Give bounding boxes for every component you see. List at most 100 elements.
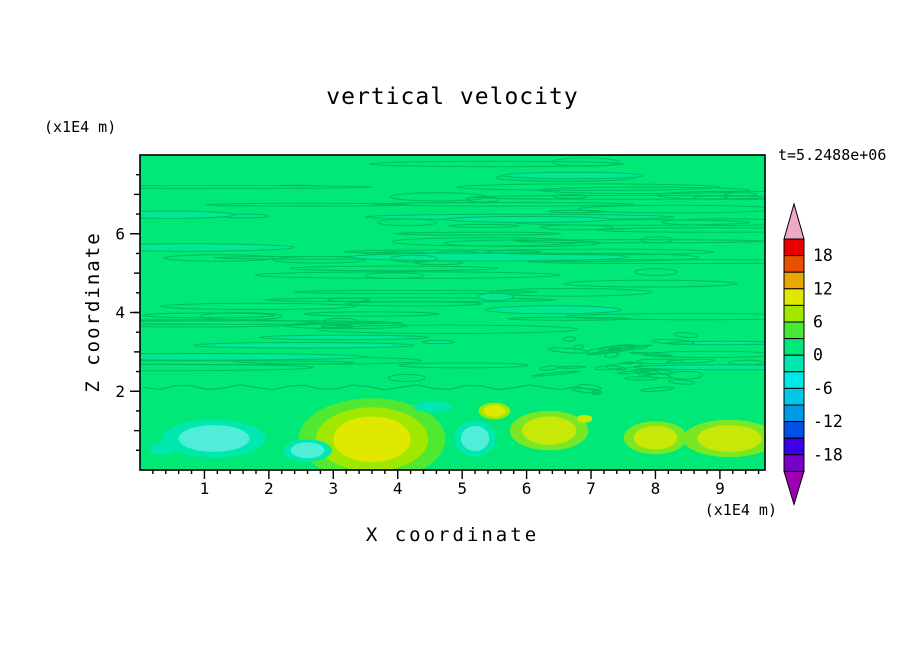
contour-ripple — [651, 338, 695, 345]
contour-streak — [634, 268, 678, 276]
contour-streak — [192, 342, 416, 349]
contour-streak — [140, 353, 368, 361]
contour-streak — [456, 183, 722, 191]
colorbar-label: 12 — [813, 279, 833, 298]
tick-labels: 1 2 3 4 5 6 7 8 9 2 4 6 — [115, 224, 724, 498]
contour-streak — [445, 215, 612, 223]
contour-streak — [159, 302, 357, 310]
contour-feature-min — [178, 425, 250, 452]
contour-streak — [660, 218, 765, 226]
y-tick-label: 6 — [115, 224, 125, 243]
contour-streak — [303, 311, 440, 317]
contour-feature-max — [333, 416, 411, 463]
colorbar-segment — [783, 288, 805, 306]
x-tick-label: 7 — [586, 479, 596, 498]
x-tick-label: 4 — [393, 479, 403, 498]
contour-streak — [485, 305, 623, 315]
contour-streak — [368, 160, 626, 168]
contour-streak — [527, 259, 765, 265]
x-tick-label: 5 — [457, 479, 467, 498]
contour-streak — [344, 301, 483, 307]
contour-ripple — [636, 358, 685, 365]
contour-field — [140, 155, 765, 470]
timestamp-label: t=5.2488e+06 — [778, 146, 887, 164]
contour-feature-max — [576, 414, 593, 423]
x-tick-label: 1 — [200, 479, 210, 498]
contour-streak — [563, 279, 738, 288]
y-tick-label: 4 — [115, 303, 125, 322]
colorbar-labels: 18 12 6 0 -6 -12 -18 — [813, 246, 843, 464]
contour-feature-max — [483, 405, 506, 417]
contour-feature-max — [633, 425, 678, 450]
colorbar-label: 0 — [813, 346, 823, 365]
colorbar-label: -6 — [813, 379, 833, 398]
contour-streak — [293, 290, 539, 295]
x-tick-label: 6 — [522, 479, 532, 498]
x-tick-label: 8 — [651, 479, 661, 498]
contour-feature-max — [697, 425, 762, 452]
contour-streak — [392, 231, 562, 236]
contour-streak — [553, 194, 588, 199]
contour-streak — [442, 239, 602, 247]
contour-ripple — [556, 365, 587, 369]
contour-streak — [140, 360, 355, 366]
page-title: vertical velocity — [326, 84, 579, 110]
contour-streak — [140, 185, 374, 189]
colorbar-segment — [783, 404, 805, 423]
x-tick-label: 3 — [328, 479, 338, 498]
contour-feature-min — [149, 442, 176, 455]
contour-ripple — [640, 386, 675, 392]
contour-streak — [633, 364, 765, 371]
contour-feature-max — [522, 416, 577, 445]
colorbar-segment — [783, 354, 805, 373]
contour-ripple — [637, 370, 661, 376]
contour-streak — [377, 218, 438, 227]
contour-boundary-line — [143, 384, 579, 391]
colorbar-bottom-arrow — [783, 470, 805, 507]
axis-ticks — [130, 173, 760, 479]
contour-streak — [502, 171, 645, 180]
colorbar-segment — [783, 371, 805, 389]
colorbar-segment — [783, 421, 805, 439]
x-tick-label: 2 — [264, 479, 274, 498]
colorbar-segment — [783, 271, 805, 290]
contour-streak — [390, 254, 438, 263]
contour-streak — [343, 249, 542, 254]
contour-ripple — [562, 336, 577, 342]
contour-streak — [140, 243, 295, 252]
contour-ripple — [604, 365, 628, 371]
contour-streak — [163, 254, 275, 262]
y-axis-title: Z coordinate — [82, 231, 104, 393]
colorbar-label: 18 — [813, 246, 833, 265]
colorbar-segment — [783, 454, 805, 472]
contour-streak — [272, 256, 367, 264]
contour-ripple — [585, 347, 621, 354]
contour-ripple — [673, 332, 698, 338]
colorbar-label: -12 — [813, 412, 843, 431]
contour-streak — [477, 292, 514, 302]
contour-ripple — [665, 358, 716, 364]
contour-streak — [254, 271, 561, 279]
colorbar-label: 6 — [813, 313, 823, 332]
contour-ripple — [617, 368, 661, 375]
x-axis-title: X coordinate — [365, 524, 540, 546]
contour-streak — [204, 202, 409, 207]
contour-ripple — [667, 379, 695, 385]
colorbar-segment — [783, 238, 805, 257]
contour-ripple — [547, 347, 588, 354]
x-axis-unit-label: (x1E4 m) — [704, 501, 777, 519]
contour-ripple — [594, 362, 643, 371]
contour-streak — [398, 362, 529, 369]
colorbar-segment — [783, 255, 805, 273]
contour-streak — [469, 194, 765, 200]
colorbar-top-arrow — [783, 202, 805, 240]
y-tick-label: 2 — [115, 382, 125, 401]
contour-ripple — [629, 351, 673, 357]
contour-streak — [539, 224, 614, 231]
contour-ripple — [539, 365, 560, 371]
colorbar-segment — [783, 437, 805, 456]
contour-streak — [389, 192, 487, 202]
colorbar — [783, 202, 805, 507]
